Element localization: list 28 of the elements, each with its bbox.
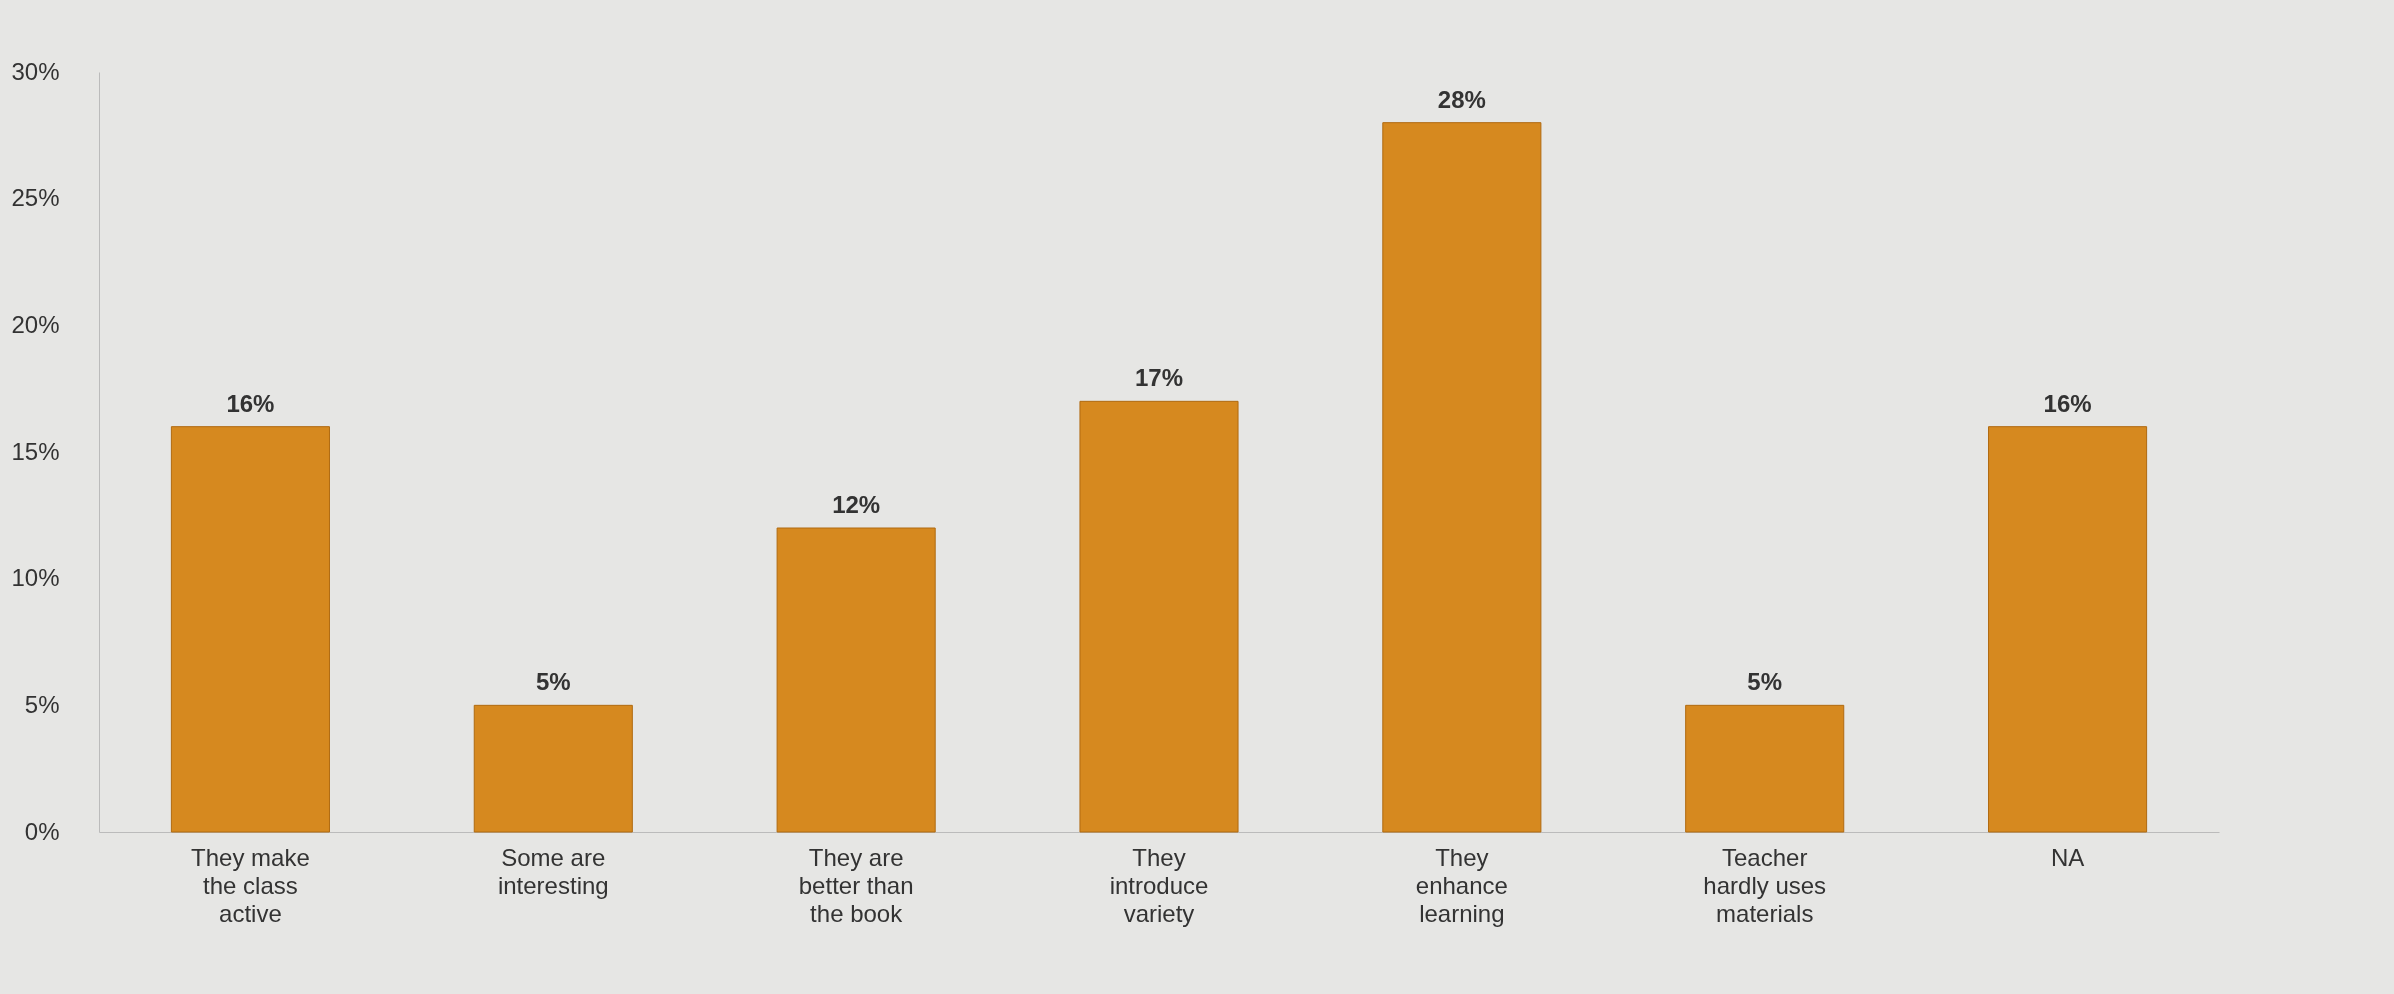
data-label: 28% [1437,85,1486,113]
y-tick-label: 10% [11,564,60,592]
bar [170,426,330,833]
x-tick-label: They are better than the book [798,843,914,927]
data-label: 16% [2043,389,2092,417]
x-tick-label: They introduce variety [1109,843,1209,927]
y-tick-label: 5% [24,690,60,718]
data-label: 16% [226,389,275,417]
bar [1382,122,1542,833]
data-label: 5% [1747,668,1783,696]
bar [473,704,633,833]
x-tick-label: NA [2050,843,2085,871]
bar [1079,400,1239,833]
bar [776,527,936,833]
x-tick-label: They enhance learning [1415,843,1508,927]
data-label: 17% [1134,364,1184,392]
y-tick-label: 15% [11,437,60,465]
x-tick-label: Some are interesting [497,843,609,899]
y-tick-label: 0% [24,817,60,845]
y-tick-label: 20% [11,310,60,338]
bar [1685,704,1845,833]
data-label: 5% [535,668,571,696]
y-tick-label: 25% [11,184,60,212]
y-tick-label: 30% [11,57,60,85]
bar [1988,426,2148,833]
data-label: 12% [832,491,881,518]
x-tick-label: They make the class active [191,843,310,927]
x-tick-label: Teacher hardly uses materials [1703,843,1827,927]
